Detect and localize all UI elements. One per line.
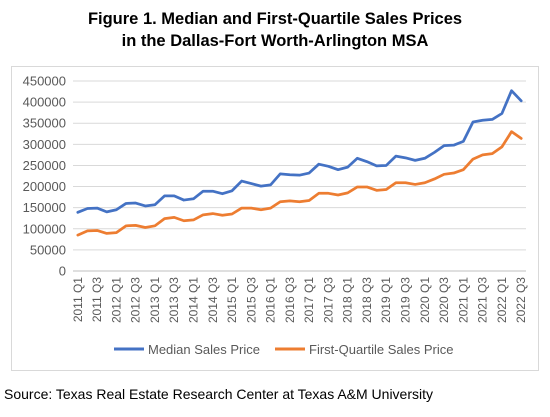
x-tick-label: 2014 Q3	[206, 277, 220, 323]
x-tick-label: 2021 Q1	[456, 277, 470, 323]
y-tick-label: 350000	[23, 116, 66, 131]
x-tick-label: 2020 Q3	[437, 277, 451, 323]
x-axis-ticks: 2011 Q1 2011 Q3 2012 Q1 2012 Q3 2013 Q1 2013 …	[71, 277, 528, 323]
y-tick-label: 150000	[23, 200, 66, 215]
legend-item: Median Sales Price	[114, 342, 260, 357]
source-note: Source: Texas Real Estate Research Cente…	[4, 386, 434, 402]
y-tick-label: 400000	[23, 95, 66, 110]
x-tick-label: 2022 Q1	[495, 277, 509, 323]
y-tick-label: 200000	[23, 179, 66, 194]
x-tick-label: 2014 Q1	[186, 277, 200, 323]
x-tick-label: 2015 Q3	[244, 277, 258, 323]
x-tick-label: 2012 Q1	[109, 277, 123, 323]
x-tick-label: 2019 Q1	[379, 277, 393, 323]
x-tick-label: 2011 Q1	[71, 277, 85, 322]
line-chart: 0 50000 100000 150000 200000 250000 300000 3500…	[23, 74, 529, 358]
y-tick-label: 250000	[23, 158, 66, 173]
x-tick-label: 2017 Q3	[321, 277, 335, 323]
y-tick-label: 50000	[30, 242, 66, 257]
x-tick-label: 2015 Q1	[225, 277, 239, 323]
y-axis-ticks: 0 50000 100000 150000 200000 250000 300000 3500…	[23, 74, 66, 279]
x-tick-label: 2012 Q3	[129, 277, 143, 323]
x-tick-label: 2018 Q1	[341, 277, 355, 323]
x-tick-label: 2019 Q3	[399, 277, 413, 323]
gridlines	[73, 80, 526, 251]
x-tick-label: 2021 Q3	[476, 277, 490, 323]
legend-label: Median Sales Price	[148, 342, 260, 357]
series-line-first-quartile	[76, 130, 523, 237]
legend: Median Sales Price First-Quartile Sales P…	[114, 342, 453, 357]
y-tick-label: 0	[59, 264, 66, 279]
y-tick-label: 450000	[23, 74, 66, 89]
x-tick-label: 2016 Q1	[264, 277, 278, 323]
x-tick-label: 2011 Q3	[90, 277, 104, 322]
legend-label: First-Quartile Sales Price	[309, 342, 453, 357]
y-tick-label: 300000	[23, 137, 66, 152]
chart-title-line-2: in the Dallas-Fort Worth-Arlington MSA	[121, 32, 429, 50]
x-tick-label: 2017 Q1	[302, 277, 316, 323]
x-tick-label: 2013 Q1	[148, 277, 162, 323]
x-tick-label: 2018 Q3	[360, 277, 374, 323]
y-tick-label: 100000	[23, 221, 66, 236]
series-line-median	[76, 89, 523, 214]
chart-title-line-1: Figure 1. Median and First-Quartile Sale…	[87, 10, 463, 28]
x-tick-label: 2020 Q1	[418, 277, 432, 323]
legend-item: First-Quartile Sales Price	[275, 342, 453, 357]
chart-frame	[11, 66, 539, 371]
x-tick-label: 2016 Q3	[283, 277, 297, 323]
series-lines	[76, 89, 523, 237]
x-tick-label: 2013 Q3	[167, 277, 181, 323]
x-tick-label: 2022 Q3	[514, 277, 528, 323]
